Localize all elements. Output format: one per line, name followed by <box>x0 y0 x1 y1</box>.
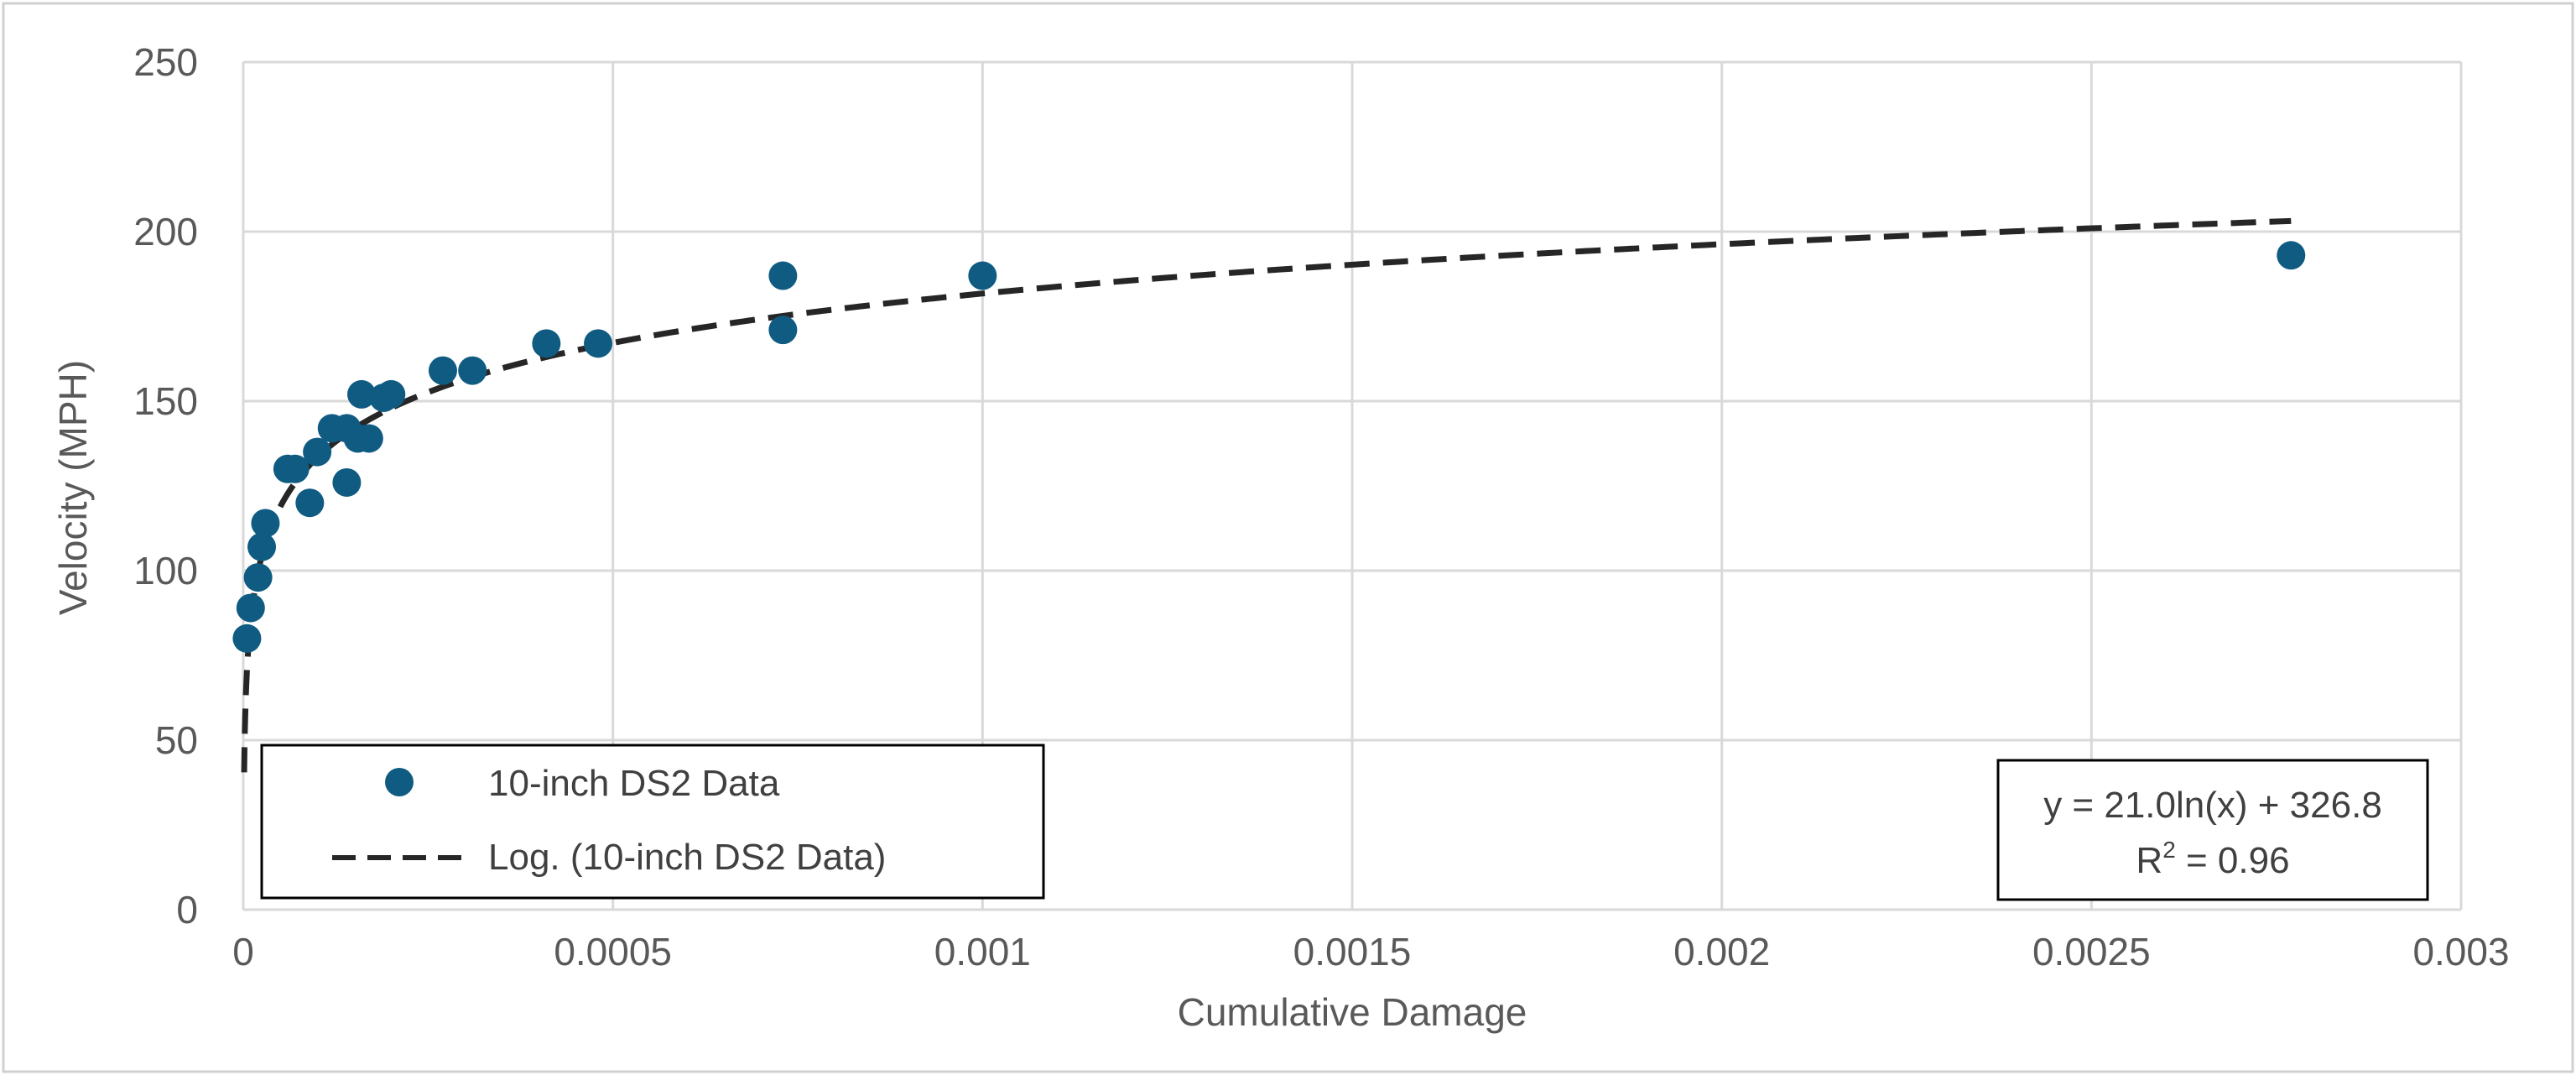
legend-entry-trendline: Log. (10-inch DS2 Data) <box>488 837 886 878</box>
legend-marker-icon <box>385 768 414 796</box>
data-point <box>243 563 273 592</box>
equation-text: y = 21.0ln(x) + 326.8 <box>2043 785 2382 826</box>
y-tick-label: 50 <box>155 718 198 762</box>
data-point <box>232 624 262 653</box>
data-point <box>247 532 277 561</box>
x-tick-label: 0.0025 <box>2032 930 2151 973</box>
data-point <box>768 316 798 345</box>
data-point <box>251 509 280 538</box>
legend: 10-inch DS2 Data Log. (10-inch DS2 Data) <box>260 744 1045 900</box>
data-point <box>584 329 613 358</box>
y-tick-label: 150 <box>133 379 198 423</box>
data-point <box>377 379 406 409</box>
x-tick-label: 0.002 <box>1673 930 1770 973</box>
y-tick-label: 200 <box>133 210 198 253</box>
x-tick-label: 0.0015 <box>1293 930 1412 973</box>
data-point <box>532 329 561 358</box>
tick-labels: 0 0.0005 0.001 0.0015 0.002 0.0025 0.003 0 50 100… <box>133 40 2509 973</box>
y-tick-label: 0 <box>176 888 198 931</box>
data-point <box>768 261 798 290</box>
trendline-path <box>241 217 2292 773</box>
x-axis-title: Cumulative Damage <box>1178 990 1527 1034</box>
x-tick-label: 0.001 <box>934 930 1031 973</box>
data-point <box>968 261 997 290</box>
legend-entry-data: 10-inch DS2 Data <box>488 763 780 804</box>
data-point <box>347 379 377 409</box>
data-point <box>428 356 457 385</box>
y-tick-label: 100 <box>133 549 198 592</box>
y-tick-label: 250 <box>133 40 198 84</box>
x-tick-label: 0.003 <box>2412 930 2509 973</box>
data-point <box>332 467 362 497</box>
data-point <box>303 437 332 467</box>
y-axis-title: Velocity (MPH) <box>51 360 95 615</box>
data-point <box>280 454 310 483</box>
trendline-layer <box>241 217 2292 773</box>
x-tick-label: 0.0005 <box>554 930 672 973</box>
data-point <box>295 488 325 518</box>
data-point <box>458 356 487 385</box>
data-point <box>236 593 265 623</box>
r-squared-text: R2 = 0.96 <box>2136 837 2289 881</box>
data-point <box>354 424 383 453</box>
equation-box <box>1996 759 2429 901</box>
grid-lines <box>242 60 2463 911</box>
data-point <box>2277 241 2306 270</box>
x-tick-label: 0 <box>232 930 254 973</box>
trendline-equation: y = 21.0ln(x) + 326.8 R2 = 0.96 <box>1996 759 2429 901</box>
data-points-layer <box>232 241 2306 653</box>
